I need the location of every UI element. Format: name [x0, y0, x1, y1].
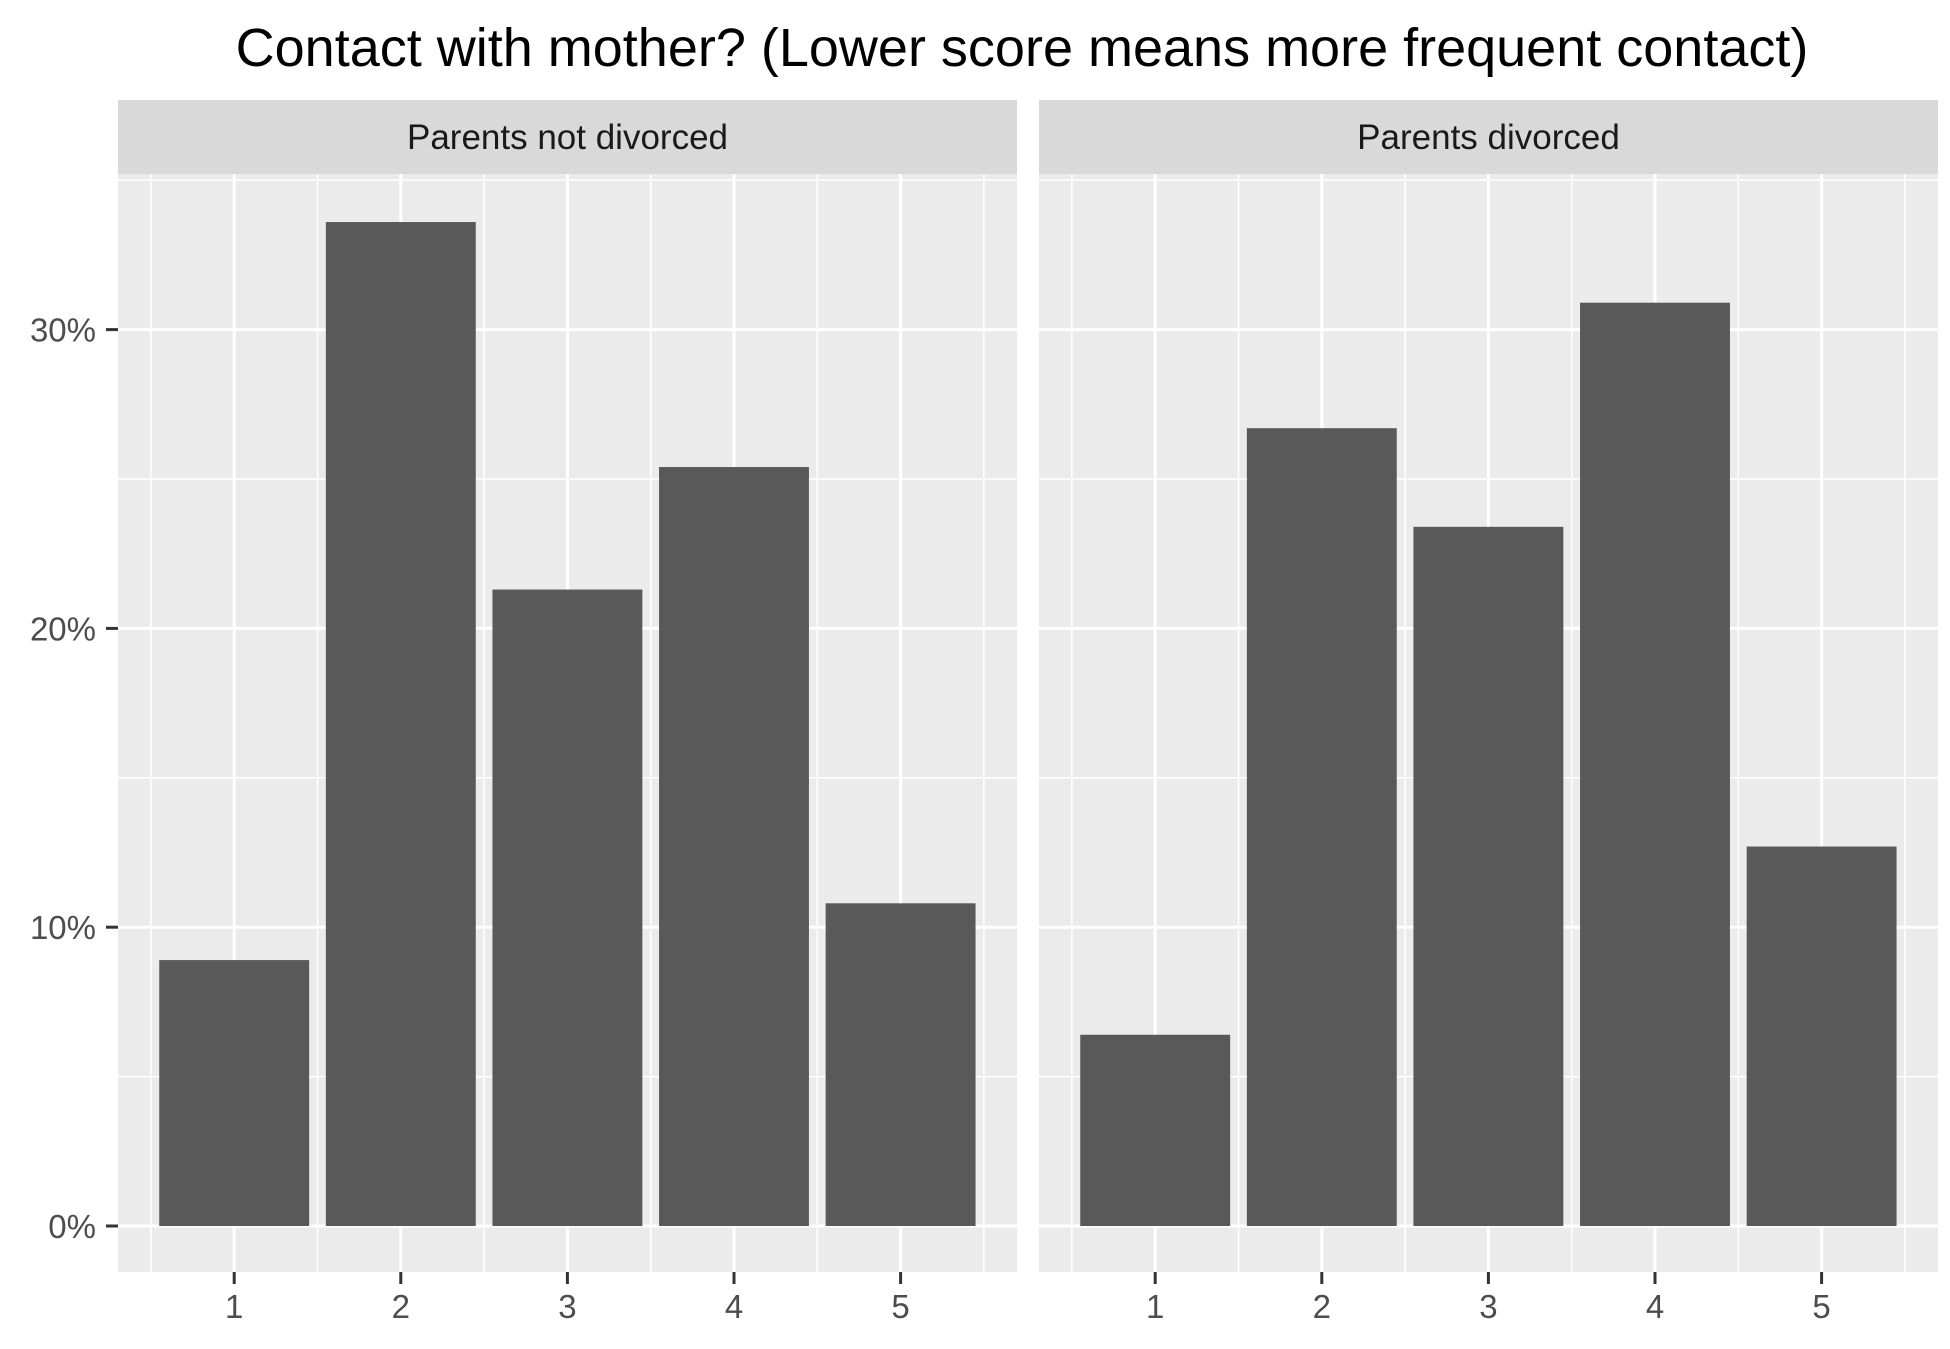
bar — [325, 222, 476, 1227]
y-tick-label: 20% — [30, 610, 96, 647]
y-tick-label: 30% — [30, 312, 96, 349]
bar — [492, 589, 643, 1226]
x-axis: 1 2 3 4 5 — [225, 1272, 910, 1325]
x-axis: 1 2 3 4 5 — [1146, 1272, 1831, 1325]
bar-series — [159, 222, 976, 1227]
bar — [1080, 1034, 1231, 1226]
x-tick-label: 3 — [1479, 1288, 1497, 1325]
x-tick-label: 5 — [891, 1288, 909, 1325]
y-tick-label: 10% — [30, 909, 96, 946]
y-tick-label: 0% — [48, 1208, 96, 1245]
x-tick-label: 2 — [392, 1288, 410, 1325]
facet-strip — [1039, 100, 1938, 174]
facet-panel-2: Parents divorced 1 2 3 4 5 — [1039, 100, 1938, 1325]
bar — [1246, 428, 1397, 1227]
x-tick-label: 4 — [725, 1288, 743, 1325]
bar — [1580, 302, 1730, 1226]
facet-strip — [118, 100, 1017, 174]
x-tick-label: 1 — [225, 1288, 243, 1325]
minor-gridlines — [1039, 174, 1938, 1272]
x-tick-label: 2 — [1313, 1288, 1331, 1325]
x-tick-label: 3 — [558, 1288, 576, 1325]
facet-strip-label: Parents divorced — [1357, 118, 1620, 157]
x-tick-label: 5 — [1812, 1288, 1830, 1325]
bar — [1746, 846, 1897, 1226]
bar — [825, 903, 976, 1226]
bar — [1413, 526, 1564, 1226]
y-axis: 0% 10% 20% 30% — [30, 312, 118, 1245]
facet-strip-label: Parents not divorced — [407, 118, 728, 157]
x-tick-label: 4 — [1646, 1288, 1664, 1325]
x-tick-label: 1 — [1146, 1288, 1164, 1325]
facet-panel-1: Parents not divorced 1 2 3 4 5 — [118, 100, 1017, 1325]
chart-title: Contact with mother? (Lower score means … — [236, 18, 1809, 78]
bar-series — [1080, 302, 1897, 1227]
bar — [659, 467, 809, 1227]
bar — [159, 960, 310, 1226]
